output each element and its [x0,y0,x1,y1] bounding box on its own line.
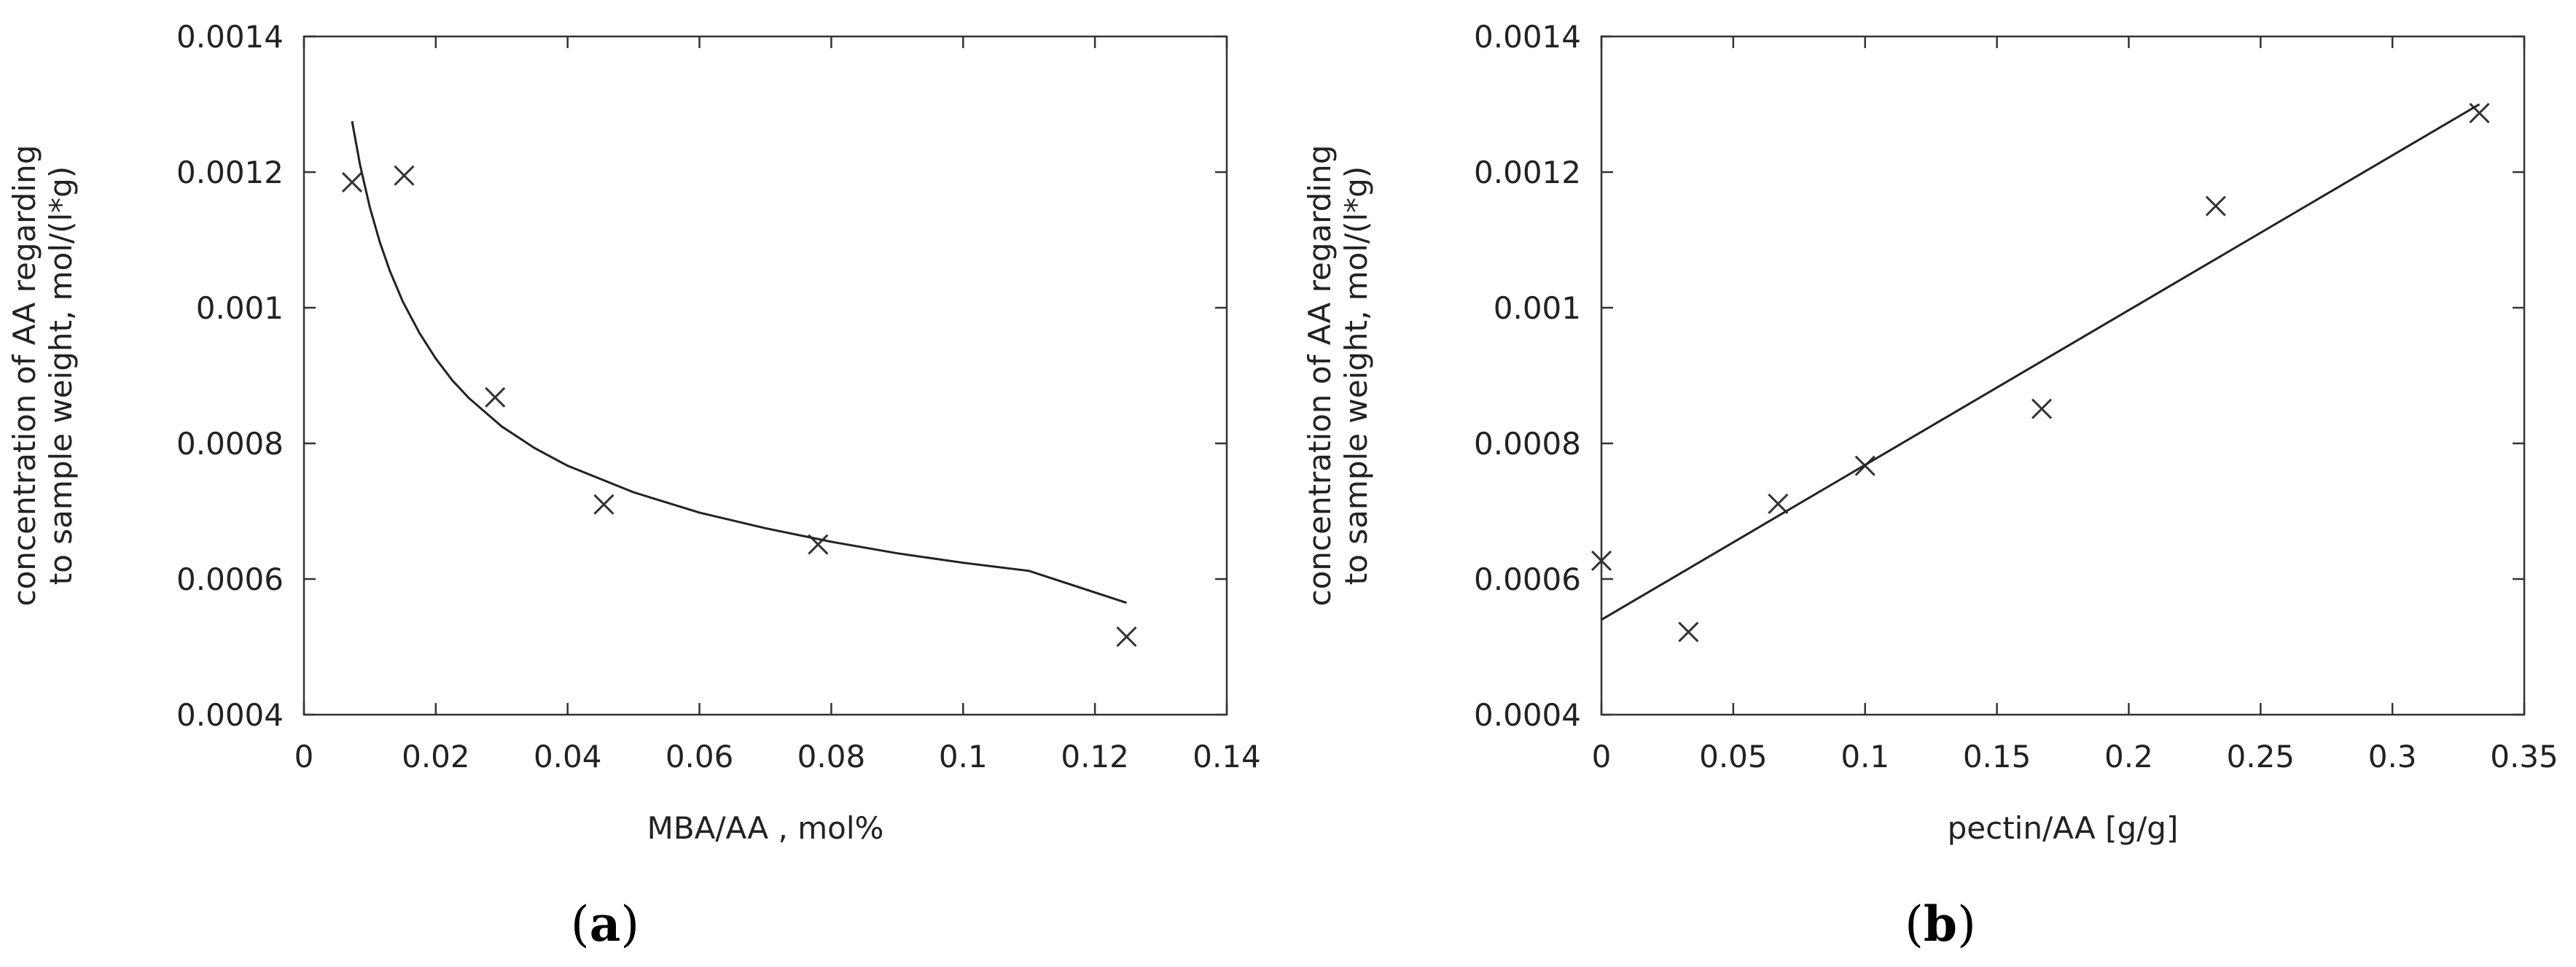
data-point-marker [2031,398,2053,419]
x-tick-label: 0.3 [2368,739,2417,774]
y-axis-label-line: concentration of AA regarding [1302,145,1338,607]
data-point-marker [485,387,506,408]
x-tick-label: 0.05 [1699,739,1768,774]
x-tick-label: 0 [294,739,314,774]
y-tick-label: 0.0014 [1474,19,1581,55]
data-point-marker [2205,195,2226,217]
y-tick-label: 0.0008 [1474,426,1581,462]
panel-label: (a) [571,896,639,952]
data-point-marker [593,494,614,515]
x-tick-label: 0 [1592,739,1612,774]
y-tick-label: 0.0006 [176,562,284,597]
data-point-marker [1678,621,1699,642]
fit-curve [351,120,1127,605]
x-tick-label: 0.25 [2227,739,2295,774]
fit-curve [1601,103,2481,621]
y-axis-label-line: concentration of AA regarding [7,145,42,607]
x-tick-label: 0.08 [797,739,866,774]
y-tick-label: 0.0012 [176,155,284,190]
x-tick-label: 0.1 [939,739,988,774]
x-tick-label: 0.14 [1193,739,1261,774]
panel-label: (b) [1905,896,1976,952]
plot-frame [303,35,1228,716]
data-point-marker [394,165,415,186]
x-axis-label: pectin/AA [g/g] [1948,810,2179,846]
x-tick-label: 0.12 [1061,739,1129,774]
x-tick-label: 0.02 [402,739,470,774]
y-tick-label: 0.0004 [176,697,284,733]
data-point-marker [1591,550,1612,571]
y-axis-label-line: to sample weight, mol/(l*g) [43,166,79,585]
x-tick-label: 0.1 [1841,739,1889,774]
y-tick-label: 0.0008 [176,426,284,462]
plot-frame [1600,35,2526,716]
data-point-marker [2469,103,2490,124]
chart-panel-b: 0 0.05 0.1 0.15 0.2 0.25 0.3 0.35 0.0004 0.0006 0.… [1302,19,2559,952]
y-tick-label: 0.001 [196,290,284,326]
data-point-marker [1768,493,1789,514]
y-tick-label: 0.0012 [1474,155,1581,190]
x-tick-label: 0.15 [1963,739,2031,774]
chart-panel-a: 0 0.02 0.04 0.06 0.08 0.1 0.12 0.14 0.0004 0.0006… [7,19,1261,952]
x-axis-label: MBA/AA , mol% [647,810,884,846]
y-tick-label: 0.0004 [1474,697,1581,733]
y-tick-label: 0.0014 [176,19,284,55]
x-tick-label: 0.06 [666,739,734,774]
x-tick-label: 0.04 [534,739,602,774]
y-tick-label: 0.001 [1494,290,1581,326]
data-point-marker [1116,626,1137,648]
x-tick-label: 0.35 [2490,739,2559,774]
data-point-marker [341,171,363,193]
y-tick-label: 0.0006 [1474,562,1581,597]
x-tick-label: 0.2 [2104,739,2153,774]
y-axis-label-line: to sample weight, mol/(l*g) [1338,166,1374,585]
